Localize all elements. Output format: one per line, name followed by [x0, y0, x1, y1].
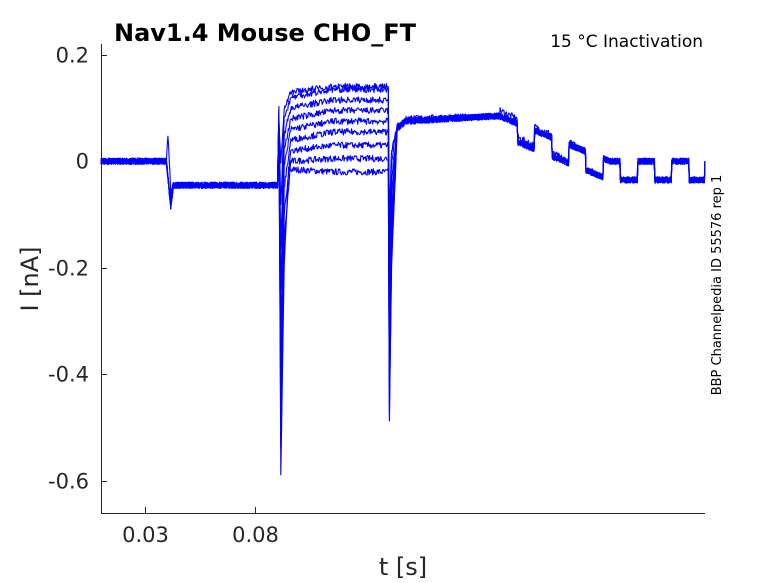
y-axis-ticks: 0.2 0 -0.2 -0.4 -0.6 — [48, 44, 107, 494]
y-axis-label: I [nA] — [16, 246, 44, 311]
y-tick-label: 0.2 — [56, 44, 89, 68]
x-tick-label: 0.03 — [122, 523, 169, 547]
y-tick-label: -0.4 — [48, 363, 89, 387]
y-tick-label: -0.6 — [48, 470, 89, 494]
y-tick-label: -0.2 — [48, 257, 89, 281]
x-tick-label: 0.08 — [232, 523, 279, 547]
current-traces — [100, 82, 706, 476]
chart-title: Nav1.4 Mouse CHO_FT — [114, 19, 417, 47]
y-tick-label: 0 — [76, 150, 89, 174]
x-axis-ticks: 0.03 0.08 — [122, 507, 279, 547]
side-note: BBP Channelpedia ID 55576 rep 1 — [710, 175, 725, 396]
current-trace-9 — [100, 82, 706, 217]
chart-subtitle: 15 °C Inactivation — [550, 32, 703, 52]
x-axis-label: t [s] — [379, 553, 427, 581]
